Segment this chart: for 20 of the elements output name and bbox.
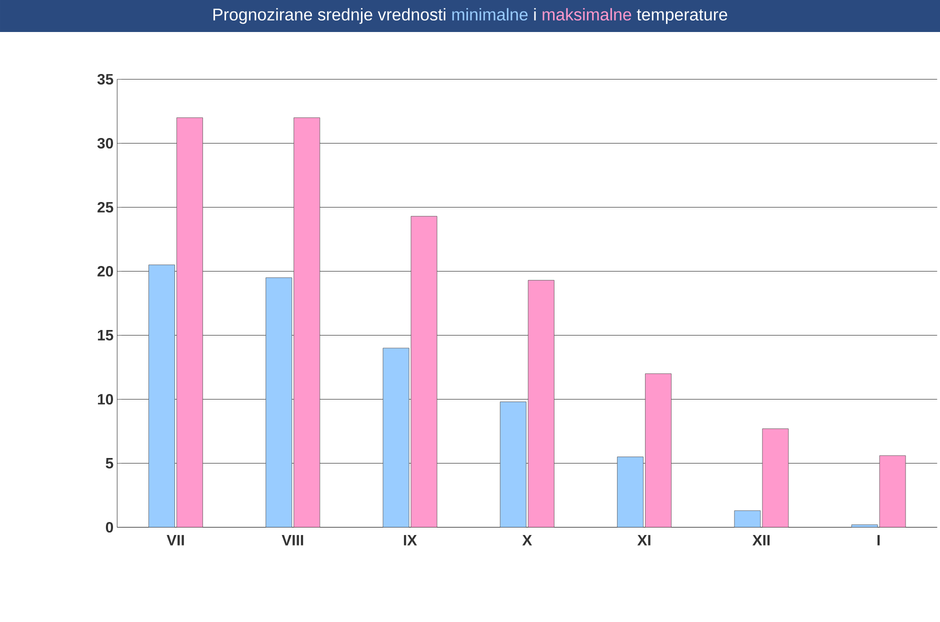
y-tick-label: 0: [106, 522, 114, 533]
x-tick-label: XII: [752, 535, 770, 546]
y-tick-label: 30: [97, 138, 114, 149]
text: i: [534, 8, 536, 20]
y-tick-label: 5: [106, 458, 114, 468]
text: minimalne: [452, 8, 528, 21]
y-tick-label: 10: [98, 394, 114, 405]
x-tick-label: VII: [166, 535, 184, 546]
text: maksimalne: [542, 8, 632, 21]
y-tick-label: 15: [98, 330, 114, 340]
x-tick-label: VIII: [282, 535, 304, 546]
x-tick-label: I: [878, 535, 880, 546]
chart-title: Prognozirane srednje vrednosti: [213, 8, 446, 24]
x-tick-label: XI: [637, 535, 650, 546]
x-tick-label: IX: [404, 535, 417, 546]
y-tick-label: 20: [98, 266, 114, 277]
x-tick-label: X: [522, 535, 532, 546]
y-tick-label: 25: [98, 202, 114, 213]
y-tick-label: 35: [97, 74, 114, 85]
text: temperature: [636, 9, 728, 24]
